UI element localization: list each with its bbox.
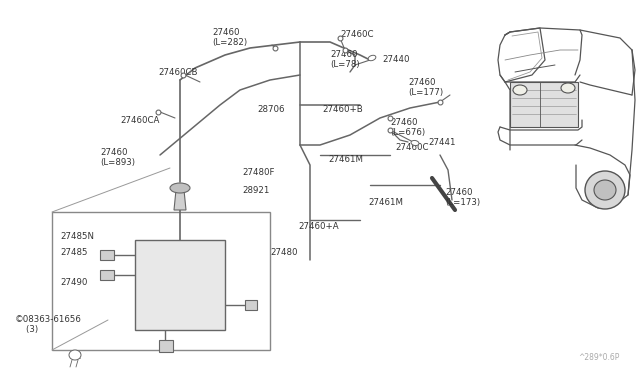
Bar [100,250,114,260]
Ellipse shape [594,180,616,200]
Text: 27460+B: 27460+B [322,105,363,114]
Text: 27480: 27480 [270,248,298,257]
Text: 27460
(L=676): 27460 (L=676) [390,118,425,137]
Text: 27485N: 27485N [60,232,94,241]
Text: 27490: 27490 [60,278,88,287]
Text: 27460
(L=177): 27460 (L=177) [408,78,443,97]
Ellipse shape [170,183,190,193]
Text: 27460C: 27460C [395,143,429,152]
Bar [510,82,578,127]
Bar [100,270,114,280]
Text: ^289*0.6P: ^289*0.6P [579,353,620,362]
Text: 27460C: 27460C [340,30,374,39]
Text: 27461M: 27461M [368,198,403,207]
Polygon shape [174,190,186,210]
Bar [52,212,270,350]
Text: 27460
(L=282): 27460 (L=282) [212,28,247,47]
Text: 27485: 27485 [60,248,88,257]
Text: 27460CA: 27460CA [120,116,159,125]
Text: 27460
(L=78): 27460 (L=78) [330,50,360,70]
Bar [135,240,225,330]
Text: 28921: 28921 [242,186,269,195]
Text: 27441: 27441 [428,138,456,147]
Text: 27480F: 27480F [242,168,275,177]
Text: 27460
(L=893): 27460 (L=893) [100,148,135,167]
Ellipse shape [69,350,81,360]
Text: 27460+A: 27460+A [298,222,339,231]
Ellipse shape [513,85,527,95]
Ellipse shape [368,55,376,61]
Text: 27461M: 27461M [328,155,363,164]
Ellipse shape [411,141,419,145]
Ellipse shape [585,171,625,209]
Bar [245,300,257,310]
Bar [159,340,173,352]
Text: 27440: 27440 [382,55,410,64]
Text: 27460
(L=173): 27460 (L=173) [445,188,480,208]
Ellipse shape [561,83,575,93]
Text: 27460CB: 27460CB [158,68,198,77]
Text: ©08363-61656
    (3): ©08363-61656 (3) [15,315,82,334]
Text: 28706: 28706 [257,105,285,114]
